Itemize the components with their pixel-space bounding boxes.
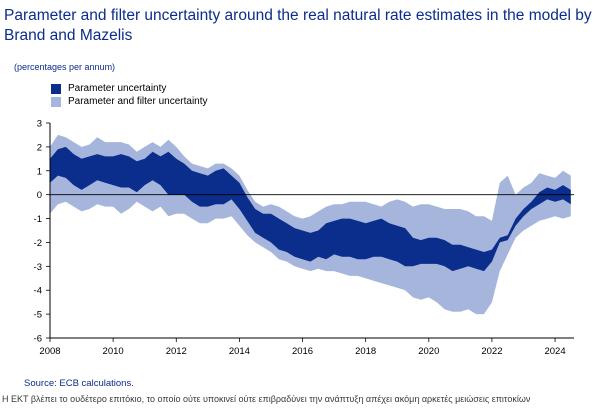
y-tick-label: -2 (34, 238, 42, 249)
x-tick-label: 2010 (103, 346, 124, 357)
y-tick-label: 0 (37, 190, 42, 201)
x-tick-label: 2022 (481, 346, 502, 357)
legend-item-parameter: Parameter uncertainty (51, 82, 208, 95)
x-tick-label: 2016 (292, 346, 313, 357)
legend-label-parameter-filter: Parameter and filter uncertainty (68, 96, 208, 107)
y-tick-label: -1 (34, 214, 42, 225)
chart-axes (49, 123, 574, 339)
y-tick-label: 2 (37, 142, 42, 153)
y-tick-label: 1 (37, 166, 42, 177)
y-tick-label: -3 (34, 262, 42, 273)
x-tick-label: 2018 (355, 346, 376, 357)
y-tick-label: -5 (34, 310, 42, 321)
page-title: Parameter and filter uncertainty around … (4, 7, 592, 44)
y-tick-label: -4 (34, 286, 42, 297)
x-tick-label: 2012 (166, 346, 187, 357)
x-tick-label: 2014 (229, 346, 250, 357)
source-note: Source: ECB calculations. (24, 378, 134, 389)
legend-item-parameter-filter: Parameter and filter uncertainty (51, 95, 208, 108)
chart-legend: Parameter uncertainty Parameter and filt… (51, 82, 208, 108)
chart-subtitle: (percentages per annum) (14, 62, 116, 72)
y-tick-label: -6 (34, 334, 42, 345)
y-tick-label: 3 (37, 119, 42, 130)
x-axis-ticks: 2008 2010 2012 2014 2016 2018 2020 2022 2024 (39, 338, 566, 357)
chart-bands (50, 134, 571, 315)
legend-label-parameter: Parameter uncertainty (68, 83, 167, 94)
y-axis-ticks: 3 2 1 0 -1 -2 -3 -4 -5 -6 (34, 119, 50, 345)
legend-swatch-parameter (51, 83, 61, 94)
band-chart: 3 2 1 0 -1 -2 -3 -4 -5 -6 2008 2010 2012 2014 2016 201… (34, 119, 574, 357)
x-tick-label: 2024 (544, 346, 565, 357)
x-tick-label: 2020 (418, 346, 439, 357)
legend-swatch-parameter-filter (51, 96, 61, 107)
greek-caption: Η ΕΚΤ βλέπει το ουδέτερο επιτόκιο, το οπ… (2, 394, 531, 404)
band-parameter-uncertainty (50, 146, 571, 272)
x-tick-label: 2008 (39, 346, 60, 357)
